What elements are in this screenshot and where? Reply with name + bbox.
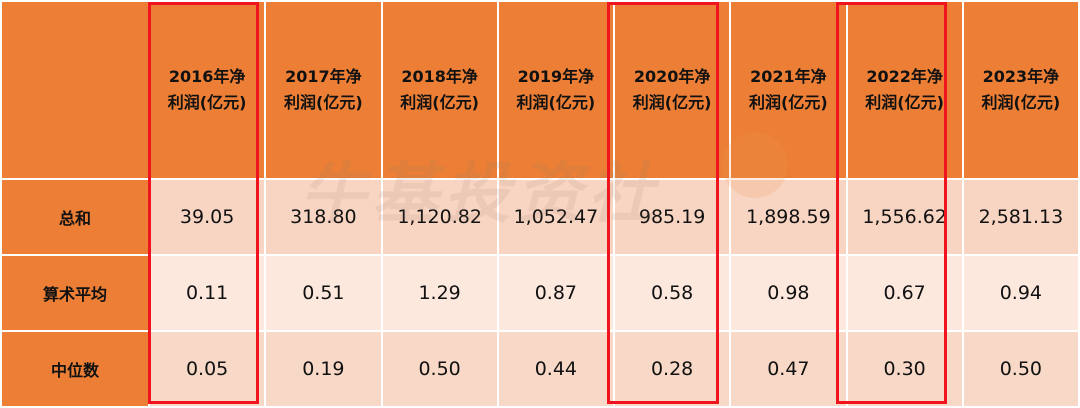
data-cell: 0.11	[147, 253, 267, 332]
data-cell: 0.67	[845, 253, 964, 332]
data-cell: 0.51	[264, 253, 383, 332]
data-cell: 0.19	[264, 329, 383, 408]
header-text: 2020年净利润(亿元)	[632, 67, 712, 113]
data-cell: 0.58	[612, 253, 732, 332]
data-cell: 2,581.13	[961, 178, 1080, 256]
data-cell: 0.28	[612, 329, 732, 408]
data-cell: 0.87	[496, 253, 616, 332]
header-cell: 2020年净利润(亿元)	[612, 0, 732, 181]
data-row: 算术平均 0.11 0.51 1.29 0.87 0.58 0.98 0.67 0.94	[0, 253, 1080, 332]
data-cell: 0.44	[496, 329, 616, 408]
row-label: 中位数	[0, 329, 150, 408]
header-cell: 2019年净利润(亿元)	[496, 0, 616, 181]
header-text: 2017年净利润(亿元)	[284, 67, 363, 113]
header-text: 2021年净利润(亿元)	[749, 67, 828, 113]
row-label: 算术平均	[0, 253, 150, 332]
row-label: 总和	[0, 178, 150, 256]
header-cell: 2022年净利润(亿元)	[845, 0, 964, 181]
header-text: 2018年净利润(亿元)	[400, 67, 479, 113]
data-row: 中位数 0.05 0.19 0.50 0.44 0.28 0.47 0.30 0.50	[0, 329, 1080, 408]
data-cell: 1,556.62	[845, 178, 964, 256]
header-cell: 2023年净利润(亿元)	[961, 0, 1080, 181]
header-cell	[0, 0, 150, 181]
data-cell: 0.30	[845, 329, 964, 408]
data-cell: 0.47	[729, 329, 848, 408]
header-cell: 2016年净利润(亿元)	[147, 0, 267, 181]
data-cell: 0.94	[961, 253, 1080, 332]
data-cell: 0.50	[380, 329, 499, 408]
header-text: 2023年净利润(亿元)	[981, 67, 1061, 113]
data-cell: 0.98	[729, 253, 848, 332]
data-cell: 39.05	[147, 178, 267, 256]
header-text: 2019年净利润(亿元)	[516, 67, 596, 113]
data-cell: 318.80	[264, 178, 383, 256]
data-cell: 0.05	[147, 329, 267, 408]
header-cell: 2018年净利润(亿元)	[380, 0, 499, 181]
header-row: 2016年净利润(亿元) 2017年净利润(亿元) 2018年净利润(亿元) 2019…	[0, 0, 1080, 181]
data-cell: 1,052.47	[496, 178, 616, 256]
data-cell: 1,120.82	[380, 178, 499, 256]
data-cell: 0.50	[961, 329, 1080, 408]
header-text: 2022年净利润(亿元)	[865, 67, 944, 113]
header-cell: 2021年净利润(亿元)	[729, 0, 848, 181]
data-cell: 985.19	[612, 178, 732, 256]
data-cell: 1.29	[380, 253, 499, 332]
header-text: 2016年净利润(亿元)	[167, 67, 247, 113]
header-cell: 2017年净利润(亿元)	[264, 0, 383, 181]
data-cell: 1,898.59	[729, 178, 848, 256]
data-row: 总和 39.05 318.80 1,120.82 1,052.47 985.19 1,898…	[0, 178, 1080, 256]
